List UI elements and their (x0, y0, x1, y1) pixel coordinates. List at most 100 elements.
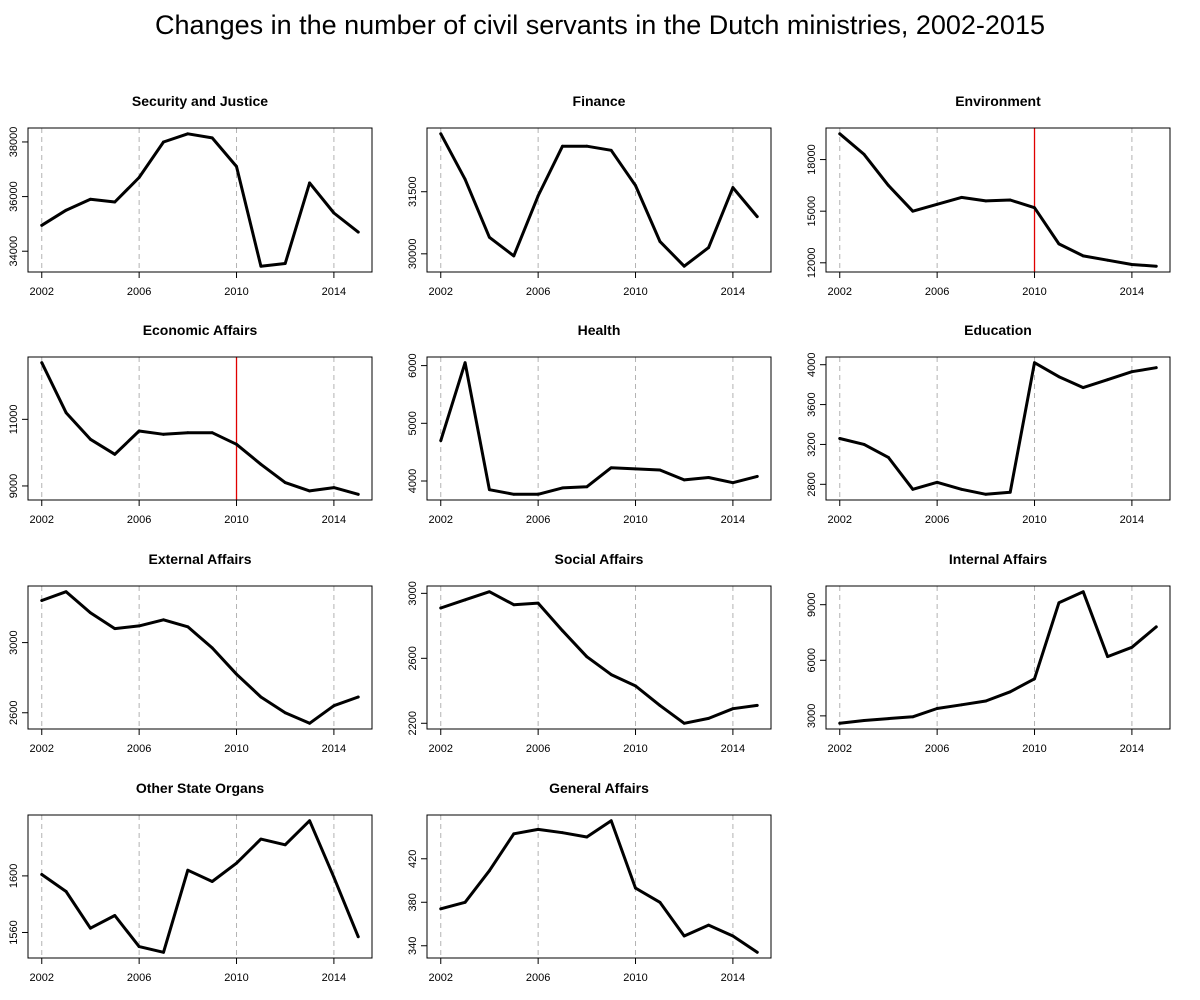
series-line (439, 590, 759, 725)
data-point-2012 (283, 843, 287, 847)
data-point-2006 (137, 429, 141, 433)
y-tick-label: 2600 (8, 701, 20, 725)
y-tick-label: 11000 (8, 404, 20, 434)
data-point-2011 (259, 462, 263, 466)
x-tick-label: 2010 (224, 743, 248, 755)
y-tick-label: 5000 (407, 411, 419, 435)
data-point-2003 (463, 900, 467, 904)
data-point-2010 (235, 165, 238, 168)
data-point-2011 (1057, 375, 1061, 379)
data-point-2006 (536, 828, 540, 831)
data-point-2003 (64, 411, 68, 415)
data-point-2004 (89, 437, 92, 441)
data-point-2004 (89, 926, 92, 930)
y-tick-label: 3600 (806, 392, 818, 416)
panel-title: Social Affairs (555, 551, 644, 567)
x-tick-label: 2002 (429, 286, 453, 298)
x-tick-label: 2010 (224, 514, 248, 526)
data-point-2012 (283, 711, 287, 715)
x-tick-label: 2002 (828, 514, 852, 526)
panel-finance: Finance 2002 2006 2010 2014 30000 31500 (407, 93, 772, 298)
data-point-2010 (1033, 677, 1036, 681)
plot-frame (426, 585, 772, 730)
data-point-2015 (755, 474, 759, 478)
panel-title: Environment (955, 93, 1041, 109)
data-point-2010 (634, 184, 637, 187)
data-point-2013 (1106, 258, 1109, 262)
x-tick-label: 2002 (429, 514, 453, 526)
data-point-2003 (463, 361, 467, 365)
data-point-2009 (1008, 198, 1012, 202)
data-point-2006 (536, 601, 540, 605)
data-point-2010 (634, 467, 637, 471)
data-point-2002 (40, 599, 44, 602)
data-point-2008 (585, 144, 589, 148)
x-tick-label: 2006 (127, 514, 151, 526)
x-tick-label: 2006 (526, 286, 550, 298)
panel-education: Education 2002 2006 2010 2014 2800 3200 3600 400… (806, 322, 1171, 526)
data-point-2011 (259, 695, 263, 699)
data-point-2005 (512, 254, 516, 258)
data-point-2009 (609, 673, 613, 676)
data-point-2004 (89, 611, 92, 615)
y-tick-label: 340 (407, 937, 419, 955)
panel-title: Security and Justice (132, 93, 268, 109)
data-point-2008 (585, 485, 589, 489)
data-point-2009 (609, 148, 613, 152)
data-point-2008 (186, 431, 190, 435)
panel-title: Other State Organs (136, 780, 265, 796)
data-point-2003 (64, 890, 68, 893)
data-point-2006 (137, 624, 141, 628)
x-tick-label: 2010 (1022, 286, 1046, 298)
x-tick-label: 2010 (1022, 743, 1046, 755)
x-tick-label: 2010 (224, 286, 248, 298)
x-tick-label: 2010 (224, 972, 248, 984)
data-point-2012 (682, 721, 686, 725)
x-tick-label: 2014 (1120, 743, 1144, 755)
data-point-2004 (488, 869, 491, 873)
y-tick-label: 18000 (806, 144, 818, 175)
x-tick-label: 2014 (721, 972, 745, 984)
data-point-2010 (235, 672, 238, 676)
data-point-2009 (210, 136, 214, 140)
y-tick-label: 38000 (8, 127, 20, 158)
data-point-2007 (561, 144, 564, 148)
data-point-2014 (731, 186, 735, 189)
data-point-2008 (984, 699, 988, 703)
panel-health: Health 2002 2006 2010 2014 4000 5000 6000 (407, 322, 772, 526)
y-tick-label: 15000 (806, 196, 818, 227)
data-point-2007 (561, 486, 564, 490)
data-point-2011 (259, 837, 263, 841)
y-tick-label: 12000 (806, 248, 818, 279)
y-tick-label: 3000 (8, 630, 20, 654)
x-tick-label: 2002 (828, 743, 852, 755)
y-tick-label: 6000 (806, 648, 818, 672)
data-point-2010 (634, 684, 637, 688)
data-point-2006 (137, 176, 141, 179)
data-point-2012 (1081, 254, 1085, 258)
data-point-2005 (512, 492, 516, 496)
series-line (439, 132, 759, 268)
x-tick-label: 2002 (30, 286, 54, 298)
data-point-2004 (488, 235, 491, 239)
data-point-2002 (838, 721, 842, 725)
data-point-2009 (210, 646, 214, 650)
data-point-2002 (439, 907, 443, 911)
data-point-2012 (682, 478, 686, 482)
data-point-2007 (162, 618, 165, 622)
data-point-2006 (935, 707, 939, 710)
data-point-2007 (960, 487, 963, 491)
x-tick-label: 2002 (30, 972, 54, 984)
data-point-2013 (707, 246, 710, 250)
data-point-2002 (439, 606, 443, 610)
y-tick-label: 380 (407, 893, 419, 911)
data-point-2014 (731, 707, 735, 711)
x-tick-label: 2006 (127, 743, 151, 755)
data-point-2015 (1154, 366, 1158, 370)
data-point-2005 (911, 209, 915, 213)
data-point-2014 (332, 704, 336, 708)
panel-title: Finance (573, 93, 626, 109)
x-tick-label: 2006 (925, 743, 949, 755)
data-point-2005 (113, 200, 117, 204)
panel-title: Health (578, 322, 621, 338)
